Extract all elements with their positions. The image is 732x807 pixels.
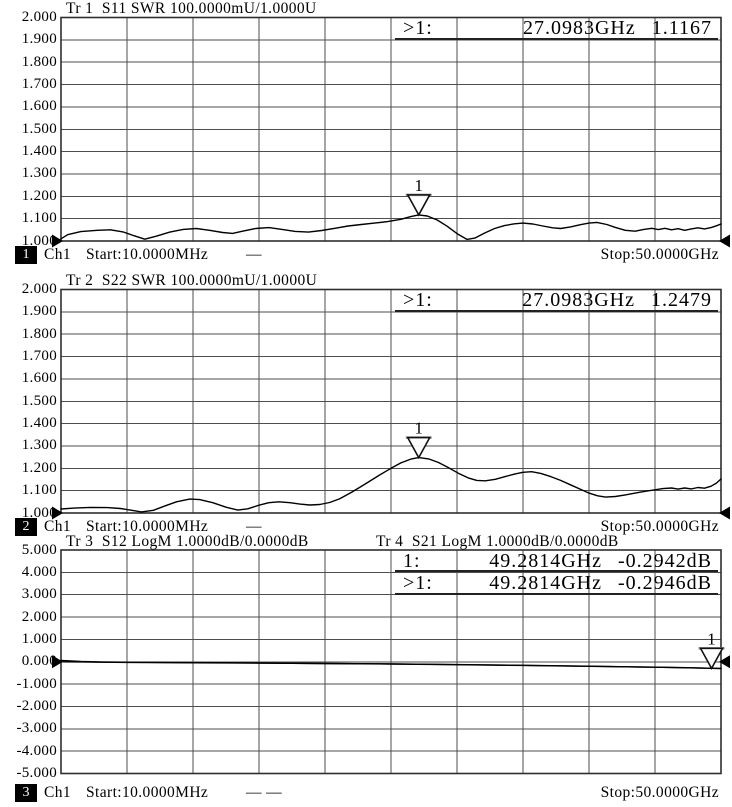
marker-readout-label: 1: xyxy=(403,549,421,572)
y-axis-tick-label: 1.200 xyxy=(21,187,57,204)
grid-lines xyxy=(60,289,722,514)
y-axis-tick-label: -2.000 xyxy=(16,697,57,714)
marker-readout-frequency: 27.0983GHz xyxy=(522,289,635,312)
marker-readout-label: >1: xyxy=(403,572,433,595)
stop-frequency-label: Stop:50.0000GHz xyxy=(600,784,719,801)
stop-frequency-label: Stop:50.0000GHz xyxy=(600,246,719,263)
channel-badge[interactable]: 2 xyxy=(15,518,37,536)
marker-1-triangle[interactable] xyxy=(406,194,432,217)
trace-indicator-dashes: — xyxy=(246,246,262,263)
y-axis-tick-label: 1.200 xyxy=(21,459,57,476)
trace-s21 xyxy=(60,661,722,670)
marker-readout-row: >1: 27.0983GHz 1.1167 xyxy=(395,18,718,40)
marker-readout-value: 1.2479 xyxy=(651,289,712,312)
marker-readout-frequency: 49.2814GHz xyxy=(489,572,602,595)
y-axis-tick-label: 1.000 xyxy=(21,630,57,647)
y-axis-tick-label: 4.000 xyxy=(21,563,57,580)
y-axis-tick-label: -1.000 xyxy=(16,675,57,692)
y-axis-tick-label: 1.600 xyxy=(21,98,57,115)
y-axis-tick-label: 1.100 xyxy=(21,210,57,227)
trace-s22 xyxy=(60,456,722,513)
y-axis-tick-label: 1.800 xyxy=(21,325,57,342)
channel-label: Ch1 xyxy=(44,518,72,535)
y-axis-tick-label: 1.700 xyxy=(21,348,57,365)
marker-readout-label: >1: xyxy=(403,289,433,312)
y-axis-tick-label: 1.900 xyxy=(21,31,57,48)
channel-label: Ch1 xyxy=(44,784,72,801)
marker-readout-frequency: 49.2814GHz xyxy=(489,549,602,572)
ref-level-arrow-left xyxy=(52,234,63,248)
trace-title: Tr 2 S22 SWR 100.0000mU/1.0000U xyxy=(66,272,318,289)
y-axis-tick-label: 1.600 xyxy=(21,370,57,387)
y-axis-tick-label: 1.100 xyxy=(21,482,57,499)
grid-lines xyxy=(60,17,722,242)
marker-label: 1 xyxy=(414,176,423,195)
marker-readout-row: >1: 27.0983GHz 1.2479 xyxy=(395,290,718,312)
trace-s11 xyxy=(60,214,722,241)
grid-border xyxy=(60,16,722,242)
marker-label: 1 xyxy=(414,419,423,438)
marker-readout-frequency: 27.0983GHz xyxy=(522,17,636,40)
trace-indicator-dashes: — xyxy=(246,518,262,535)
y-axis-tick-label: -4.000 xyxy=(16,742,57,759)
y-axis-tick-label: 1.500 xyxy=(21,120,57,137)
y-axis-tick-label: 1.800 xyxy=(21,53,57,70)
grid-border xyxy=(60,288,722,514)
ref-level-arrow-left xyxy=(52,655,63,669)
y-axis-tick-label: 3.000 xyxy=(21,586,57,603)
marker-label: 1 xyxy=(707,629,716,648)
y-axis-tick-label: -5.000 xyxy=(16,765,57,781)
start-frequency-label: Start:10.0000MHz xyxy=(86,518,209,535)
channel-badge[interactable]: 1 xyxy=(15,246,37,264)
trace-title: Tr 4 S21 LogM 1.0000dB/0.0000dB xyxy=(376,532,619,550)
ref-level-arrow-right xyxy=(719,655,730,669)
marker-1-triangle[interactable] xyxy=(699,647,724,670)
y-axis-tick-label: 1.400 xyxy=(21,143,57,160)
y-axis-tick-label: 2.000 xyxy=(21,9,57,25)
y-axis-tick-label: 1.400 xyxy=(21,415,57,432)
y-axis-tick-label: 1.300 xyxy=(21,165,57,182)
trace-indicator-dashes: — — xyxy=(246,784,283,801)
y-axis-tick-label: 2.000 xyxy=(21,281,57,297)
channel-badge[interactable]: 3 xyxy=(15,784,37,802)
ref-level-arrow-left xyxy=(52,506,63,520)
marker-readout-row: 1: 49.2814GHz -0.2942dB xyxy=(395,551,718,573)
y-axis-tick-label: 1.300 xyxy=(21,437,57,454)
marker-readout-row: >1: 49.2814GHz -0.2946dB xyxy=(395,573,718,595)
ref-level-arrow-right xyxy=(719,234,730,248)
start-frequency-label: Start:10.0000MHz xyxy=(86,246,209,263)
y-axis-tick-label: -3.000 xyxy=(16,720,57,737)
marker-readout-label: >1: xyxy=(403,17,433,40)
trace-title: Tr 1 S11 SWR 100.0000mU/1.0000U xyxy=(66,0,317,17)
channel-label: Ch1 xyxy=(44,246,72,263)
marker-readout-value: 1.1167 xyxy=(651,17,712,40)
ref-level-arrow-right xyxy=(719,506,730,520)
y-axis-tick-label: 1.700 xyxy=(21,76,57,93)
marker-readout-value: -0.2942dB xyxy=(618,549,712,572)
marker-1-triangle[interactable] xyxy=(406,436,432,460)
y-axis-tick-label: 1.900 xyxy=(21,303,57,320)
marker-readout-value: -0.2946dB xyxy=(618,572,712,595)
stop-frequency-label: Stop:50.0000GHz xyxy=(600,518,719,535)
y-axis-tick-label: 5.000 xyxy=(21,541,57,558)
trace-title: Tr 3 S12 LogM 1.0000dB/0.0000dB xyxy=(66,532,309,550)
y-axis-tick-label: 1.000 xyxy=(21,504,57,521)
start-frequency-label: Start:10.0000MHz xyxy=(86,784,209,801)
y-axis-tick-label: 0.000 xyxy=(21,653,57,670)
y-axis-tick-label: 1.000 xyxy=(21,232,57,249)
y-axis-tick-label: 2.000 xyxy=(21,608,57,625)
y-axis-tick-label: 1.500 xyxy=(21,392,57,409)
